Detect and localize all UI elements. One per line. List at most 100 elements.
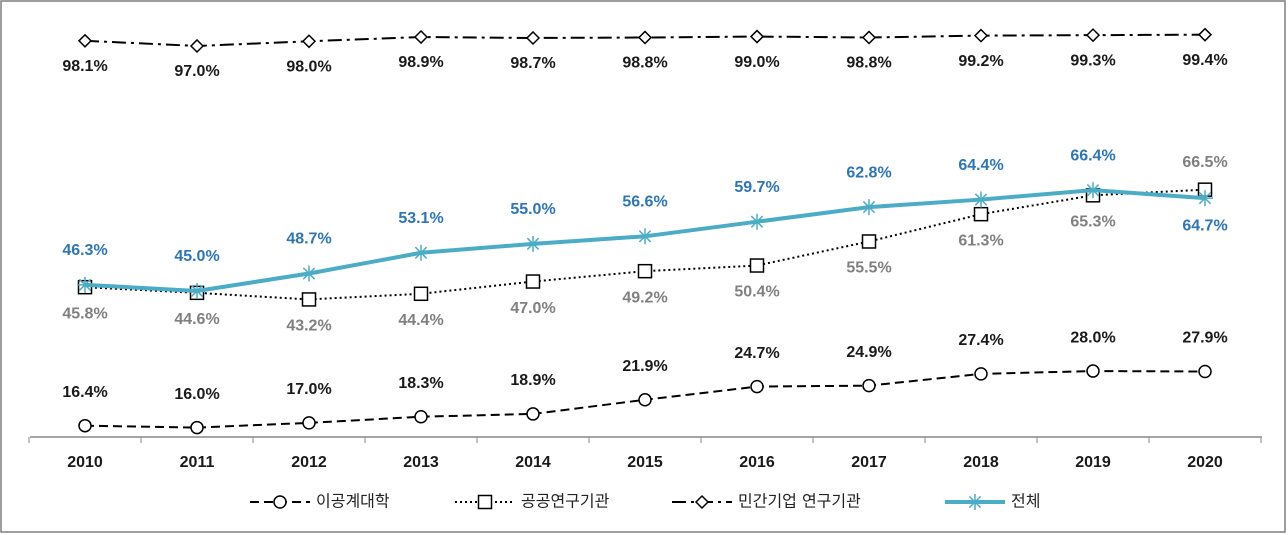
data-label: 99.0% [734,54,779,71]
point [525,274,541,289]
point [637,228,653,245]
legend-marker [477,494,493,510]
point [1086,364,1100,378]
data-label: 64.7% [1182,217,1227,234]
x-tick-label: 2017 [851,454,887,471]
data-label: 21.9% [622,358,667,375]
data-label: 56.6% [622,194,667,211]
data-label: 17.0% [286,381,331,398]
data-label: 45.8% [62,305,107,322]
data-label: 66.5% [1182,154,1227,171]
point [413,286,429,302]
data-label: 98.0% [286,58,331,75]
series: 16.4% 16.0% 17.0% 18.3% 18.9% 21.9% 24.7% 24.9%… [62,329,1228,435]
data-label: 43.2% [286,318,331,335]
data-label: 24.7% [734,345,779,362]
data-label: 55.0% [510,201,555,218]
point [973,206,989,222]
data-label: 48.7% [286,231,331,248]
legend-marker [273,495,287,509]
data-label: 65.3% [1070,214,1115,231]
data-label: 24.9% [846,344,891,361]
data-label: 49.2% [622,289,667,306]
data-label: 97.0% [174,63,219,80]
legend-label: 전체 [1011,492,1040,511]
data-label: 99.2% [958,53,1003,70]
point [525,235,541,252]
legend-label: 이공계대학 [316,492,390,511]
point [78,418,92,433]
point [413,244,429,261]
data-label: 61.3% [958,232,1003,249]
data-label: 28.0% [1070,329,1115,346]
series: 98.1% 97.0% 98.0% 98.9% 98.7% 98.8% 99.0% 98.8%… [62,27,1228,80]
x-tick-label: 2015 [627,454,663,471]
point [974,367,988,381]
point [637,30,653,45]
point [861,234,877,249]
point [637,263,653,279]
data-label: 46.3% [62,242,107,259]
x-tick-label: 2019 [1075,454,1111,471]
point [749,258,765,273]
data-label: 53.1% [398,210,443,227]
data-label: 98.1% [62,58,107,75]
legend-marker [967,494,983,510]
data-label: 99.4% [1182,52,1227,69]
x-tick-label: 2014 [515,454,551,471]
point [749,29,765,44]
point [1085,182,1101,199]
data-label: 59.7% [734,179,779,196]
legend-marker [694,494,710,510]
point [301,34,317,49]
legend-label: 공공연구기관 [521,492,610,511]
point [1198,364,1212,379]
data-label: 98.9% [398,54,443,71]
point [525,30,541,46]
x-tick-label: 2011 [180,454,215,471]
point [77,33,93,48]
point [1085,28,1101,43]
point [861,199,877,216]
series: 46.3% 45.0% 48.7% 53.1% 55.0% 56.6% 59.7% 62.8%… [62,147,1228,299]
x-tick-label: 2013 [403,454,439,471]
point [749,213,765,230]
point [302,416,316,430]
legend-label: 민간기업 연구기관 [738,492,861,511]
data-label: 18.3% [398,375,443,392]
point [189,38,205,54]
data-label: 27.9% [1182,330,1227,347]
data-label: 18.9% [510,372,555,389]
point [973,191,989,208]
data-label: 66.4% [1070,147,1115,164]
x-tick-label: 2020 [1187,454,1223,471]
point [414,409,428,424]
point [862,378,876,393]
x-tick-label: 2016 [739,454,775,471]
point [301,265,317,282]
point [301,292,317,307]
x-tick-label: 2012 [291,454,327,471]
x-tick-label: 2018 [963,454,999,471]
point [413,29,429,45]
point [861,30,877,45]
point [77,276,93,293]
x-tick-label: 2010 [67,454,103,471]
data-label: 64.4% [958,157,1003,174]
data-label: 98.7% [510,55,555,72]
data-label: 44.6% [174,311,219,328]
point [638,393,652,407]
data-label: 50.4% [734,284,779,301]
data-label: 47.0% [510,300,555,317]
data-label: 98.8% [622,55,667,72]
series: 45.8% 44.6% 43.2% 44.4% 47.0% 49.2% 50.4% 55.5%… [62,154,1227,335]
data-label: 16.4% [62,384,107,401]
point [973,28,989,43]
data-label: 98.8% [846,55,891,72]
data-label: 16.0% [174,386,219,403]
data-label: 27.4% [958,332,1003,349]
point [750,379,764,394]
data-label: 44.4% [398,312,443,329]
data-label: 99.3% [1070,52,1115,69]
